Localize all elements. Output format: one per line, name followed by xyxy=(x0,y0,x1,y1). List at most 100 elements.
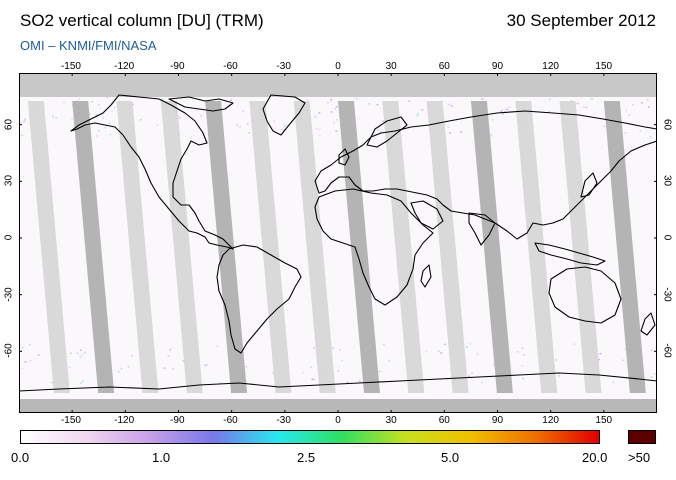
coastlines xyxy=(18,94,658,392)
coast-india xyxy=(468,212,496,246)
so2-speckle xyxy=(650,349,653,351)
so2-speckle xyxy=(481,98,484,100)
so2-speckle xyxy=(516,351,519,353)
orbit-swaths xyxy=(27,101,646,393)
so2-speckle xyxy=(335,106,338,108)
so2-speckle xyxy=(310,366,313,368)
so2-speckle xyxy=(480,381,483,384)
lon-label-bottom: 60 xyxy=(438,415,450,426)
lon-label-bottom: 30 xyxy=(385,415,397,426)
so2-speckle xyxy=(471,372,474,374)
so2-speckle xyxy=(440,352,443,354)
colorbar-max-label: >50 xyxy=(628,450,651,465)
so2-speckle xyxy=(521,364,524,367)
so2-speckle xyxy=(83,351,86,354)
arctic-polar-night xyxy=(19,73,657,97)
so2-speckle xyxy=(650,376,653,378)
so2-speckle xyxy=(23,120,26,122)
so2-speckle xyxy=(246,123,249,125)
lat-label-left: -30 xyxy=(3,286,15,302)
so2-speckle xyxy=(548,110,551,113)
so2-speckle xyxy=(548,98,551,100)
so2-speckle xyxy=(24,118,26,121)
so2-speckle xyxy=(62,101,65,104)
so2-speckle xyxy=(248,132,251,134)
so2-speckle xyxy=(501,109,504,112)
so2-speckle xyxy=(245,366,248,368)
so2-speckle xyxy=(476,353,479,356)
so2-speckle xyxy=(628,114,631,116)
so2-speckle xyxy=(19,115,22,117)
so2-speckle xyxy=(555,359,558,361)
so2-speckle xyxy=(417,113,420,115)
so2-speckle xyxy=(346,381,349,384)
so2-speckle xyxy=(337,370,340,372)
lon-ticks-bottom xyxy=(71,410,605,413)
map-background xyxy=(19,73,657,413)
lon-label-top: 60 xyxy=(438,61,450,72)
lon-label-bottom: -150 xyxy=(60,415,81,426)
so2-speckle xyxy=(205,364,208,366)
so2-speckle xyxy=(338,348,341,351)
orbit-swath xyxy=(382,101,425,393)
colorbar-label-4: 20.0 xyxy=(582,450,608,465)
so2-speckle xyxy=(624,132,627,134)
so2-speckle xyxy=(106,97,109,99)
so2-speckle xyxy=(590,98,593,100)
so2-speckle xyxy=(603,125,606,127)
so2-speckle xyxy=(448,132,451,134)
lat-label-left: 60 xyxy=(3,118,15,130)
so2-speckle xyxy=(216,345,219,347)
orbit-swath xyxy=(603,101,646,393)
so2-speckle xyxy=(76,352,79,354)
so2-speckle xyxy=(55,116,58,119)
so2-speckle xyxy=(558,375,561,377)
coast-arabia xyxy=(410,200,444,230)
so2-speckle xyxy=(172,368,175,370)
orbit-swath xyxy=(559,101,602,393)
coast-south-america xyxy=(216,244,302,354)
so2-speckle xyxy=(640,102,643,104)
date-label: 30 September 2012 xyxy=(506,11,656,30)
so2-speckle xyxy=(460,131,463,133)
so2-speckle xyxy=(96,135,98,137)
so2-speckle xyxy=(315,128,318,130)
so2-speckle xyxy=(182,360,184,362)
orbit-swath xyxy=(160,101,203,393)
so2-speckle xyxy=(382,343,385,346)
so2-speckle xyxy=(506,108,509,111)
so2-speckle xyxy=(646,99,649,101)
so2-speckle xyxy=(117,370,120,373)
so2-speckle xyxy=(109,133,112,136)
so2-speckle xyxy=(82,380,85,382)
lon-label-top: 120 xyxy=(542,61,559,72)
lat-label-right: 0 xyxy=(661,234,673,241)
coast-arctic-islands xyxy=(168,96,234,112)
so2-speckle xyxy=(88,113,91,116)
so2-speckle xyxy=(331,347,334,350)
so2-speckle xyxy=(284,125,287,127)
so2-speckle xyxy=(50,381,53,384)
so2-speckle xyxy=(576,102,579,105)
so2-speckle xyxy=(327,102,330,104)
coast-greenland xyxy=(262,94,306,136)
so2-speckle xyxy=(312,347,315,349)
so2-speckle xyxy=(312,378,315,381)
so2-speckle xyxy=(341,359,344,362)
lat-label-right: 60 xyxy=(661,118,673,130)
so2-speckle xyxy=(110,110,113,112)
so2-speckle xyxy=(330,98,333,101)
lon-label-top: -60 xyxy=(223,61,238,72)
lon-label-bottom: 90 xyxy=(491,415,504,426)
so2-speckle xyxy=(489,135,492,137)
so2-speckle xyxy=(622,359,625,361)
so2-speckle xyxy=(500,110,503,113)
coast-scandinavia xyxy=(366,116,408,148)
so2-speckle xyxy=(598,358,601,361)
lon-label-bottom: 0 xyxy=(335,415,341,426)
so2-speckle xyxy=(71,118,74,120)
so2-speckle xyxy=(468,375,470,378)
so2-speckle xyxy=(437,350,440,352)
so2-speckle xyxy=(421,109,424,111)
so2-speckle xyxy=(20,121,23,124)
